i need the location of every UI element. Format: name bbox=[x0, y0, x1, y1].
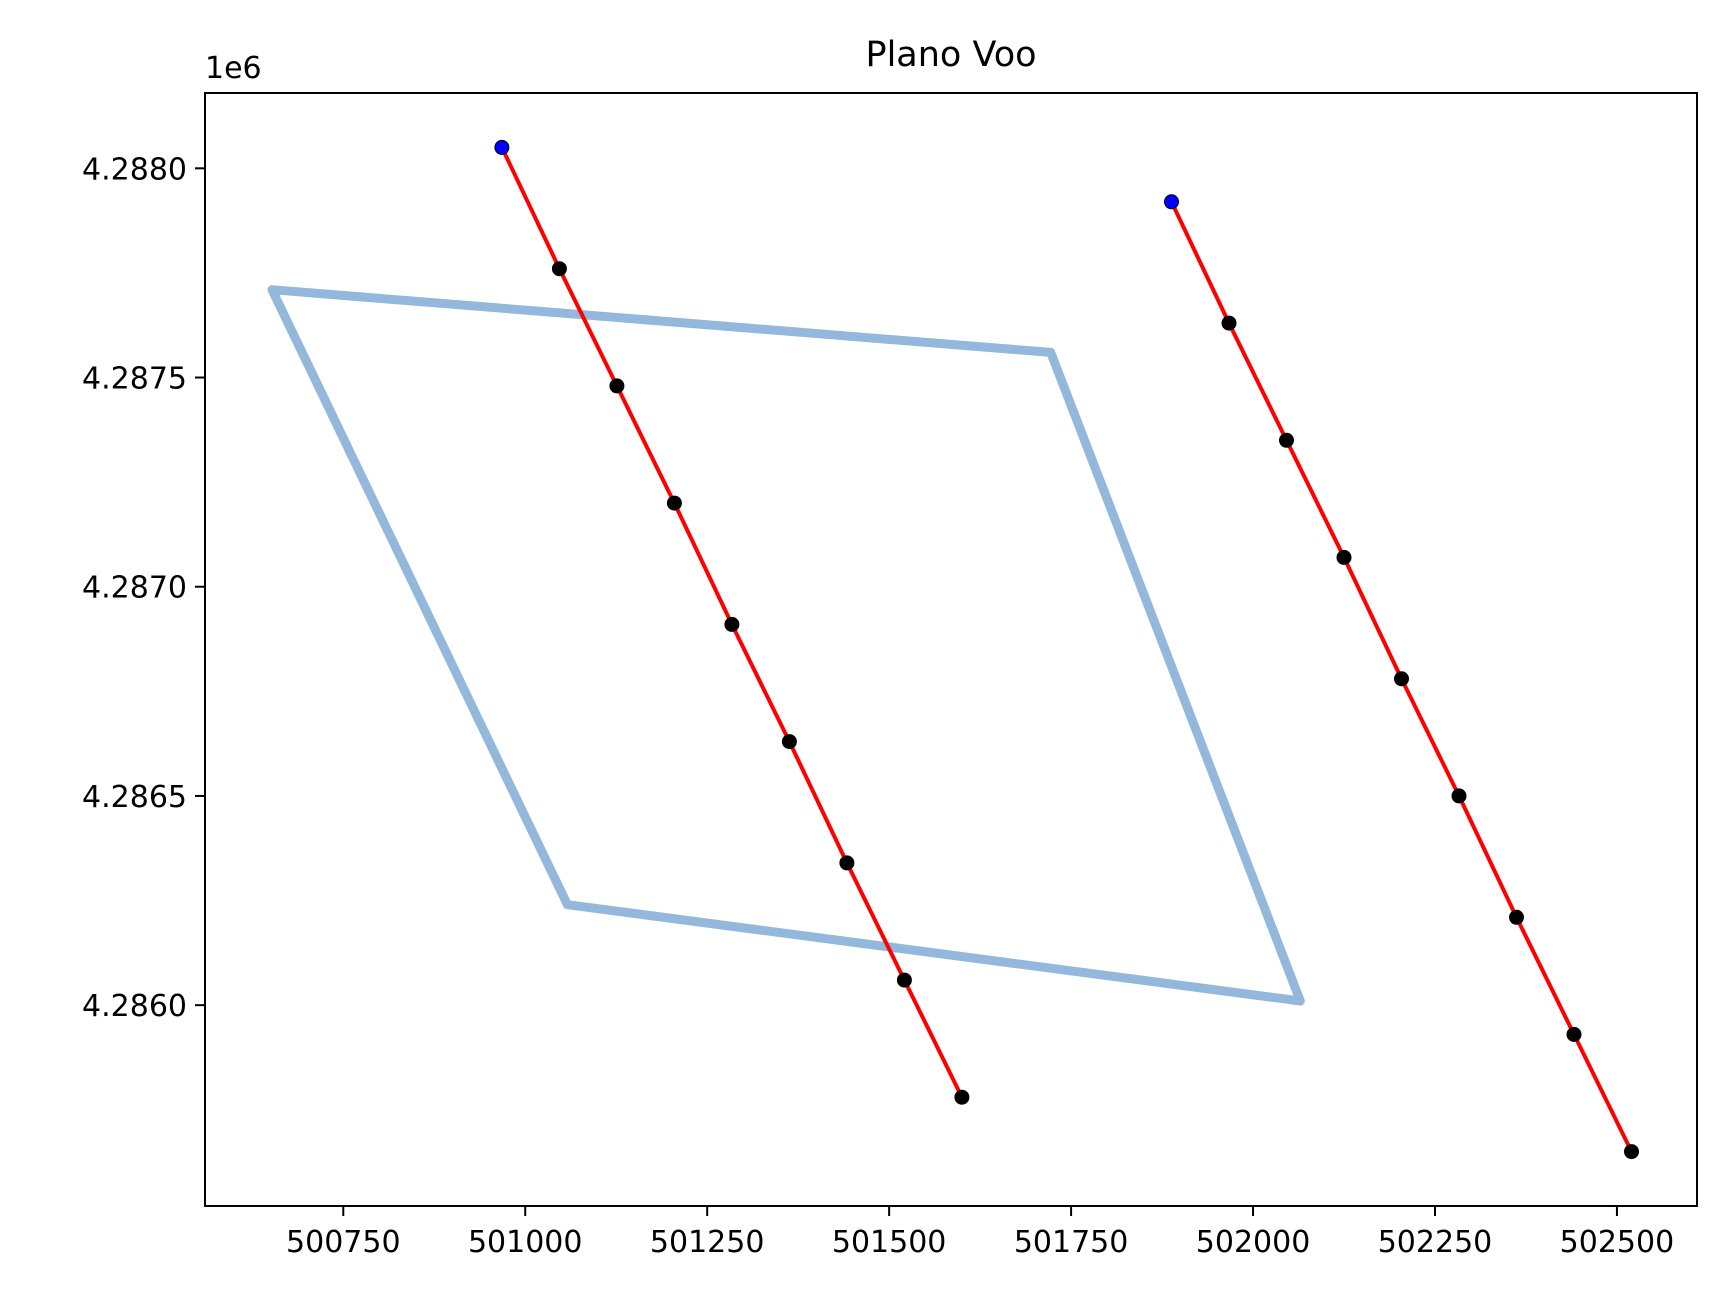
waypoint-line-1 bbox=[896, 972, 912, 988]
y-offset-label: 1e6 bbox=[205, 51, 262, 86]
y-tick-label: 4.2870 bbox=[82, 571, 187, 606]
waypoint-line-2 bbox=[1336, 549, 1352, 565]
x-tick-label: 501500 bbox=[832, 1225, 947, 1260]
start-point-line-1 bbox=[494, 139, 510, 155]
plot-area bbox=[267, 139, 1639, 1160]
x-tick-label: 502250 bbox=[1378, 1225, 1493, 1260]
y-tick-label: 4.2860 bbox=[82, 989, 187, 1024]
x-tick-label: 501750 bbox=[1014, 1225, 1129, 1260]
axes-frame bbox=[204, 92, 1698, 1207]
waypoint-line-1 bbox=[839, 855, 855, 871]
y-tick-label: 4.2875 bbox=[82, 362, 187, 397]
waypoint-line-1 bbox=[781, 734, 797, 750]
waypoint-line-1 bbox=[666, 495, 682, 511]
waypoint-line-1 bbox=[609, 378, 625, 394]
waypoint-line-1 bbox=[724, 616, 740, 632]
waypoint-line-2 bbox=[1394, 671, 1409, 687]
waypoint-line-2 bbox=[1509, 909, 1524, 925]
waypoint-line-2 bbox=[1451, 788, 1467, 804]
waypoint-line-1 bbox=[954, 1089, 970, 1105]
start-point-line-2 bbox=[1164, 194, 1179, 210]
waypoint-line-1 bbox=[551, 261, 567, 277]
y-tick-label: 4.2880 bbox=[82, 152, 187, 187]
survey-area-polygon bbox=[267, 285, 1305, 1006]
x-axis: 500750 501000 501250 501500 501750 502000 5022… bbox=[286, 1206, 1674, 1260]
x-tick-label: 501000 bbox=[468, 1225, 583, 1260]
x-tick-label: 501250 bbox=[650, 1225, 765, 1260]
chart-title: Plano Voo bbox=[865, 35, 1036, 75]
x-tick-label: 502000 bbox=[1196, 1225, 1311, 1260]
waypoint-line-2 bbox=[1566, 1026, 1582, 1042]
waypoint-line-2 bbox=[1221, 315, 1237, 331]
x-tick-label: 502500 bbox=[1560, 1225, 1675, 1260]
waypoint-line-2 bbox=[1624, 1144, 1639, 1160]
y-tick-label: 4.2865 bbox=[82, 780, 187, 815]
waypoint-line-2 bbox=[1279, 432, 1294, 448]
x-tick-label: 500750 bbox=[286, 1225, 401, 1260]
y-axis: 4.2860 4.2865 4.2870 4.2875 4.2880 bbox=[82, 152, 205, 1024]
